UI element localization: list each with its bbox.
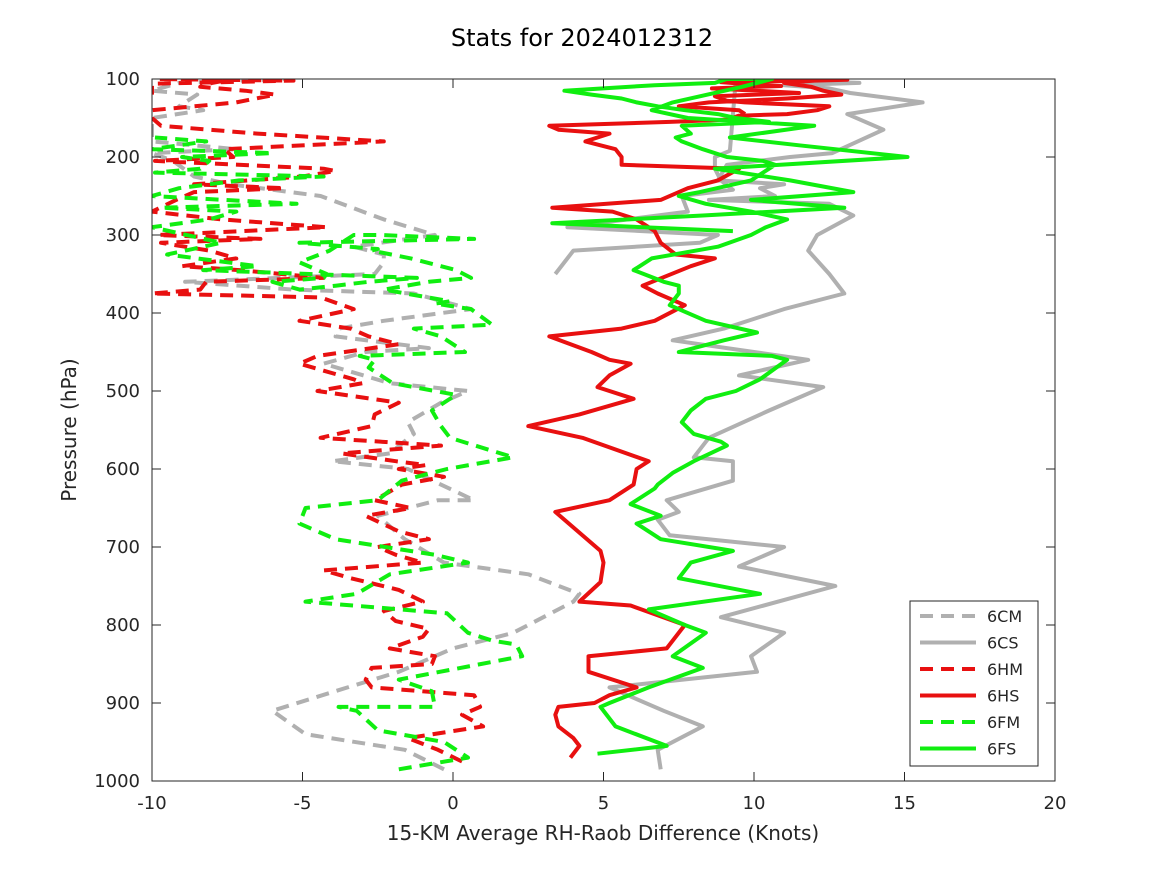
legend-label-6hs: 6HS	[987, 687, 1019, 706]
y-tick-label: 200	[106, 147, 140, 168]
plot-area	[152, 79, 925, 772]
series-line-6fs	[550, 79, 910, 756]
y-axis-label: Pressure (hPa)	[57, 358, 81, 501]
y-tick-label: 600	[106, 459, 140, 480]
series-line-6fm	[152, 135, 525, 772]
y-tick-label: 700	[106, 537, 140, 558]
x-axis-label: 15-KM Average RH-Raob Difference (Knots)	[387, 821, 819, 845]
series-line-6cs	[553, 79, 925, 770]
legend-label-6hm: 6HM	[987, 660, 1023, 679]
chart-title: Stats for 2024012312	[451, 24, 713, 52]
legend: 6CM 6CS 6HM 6HS 6FM 6FS	[909, 600, 1039, 767]
legend-box	[909, 600, 1039, 767]
y-tick-label: 800	[106, 615, 140, 636]
legend-label-6fs: 6FS	[987, 740, 1016, 759]
x-tick-label: -10	[137, 793, 166, 814]
x-tick-label: 10	[743, 793, 766, 814]
x-tick-label: 15	[893, 793, 916, 814]
legend-label-6fm: 6FM	[987, 713, 1020, 732]
series-line-6hm	[152, 79, 486, 764]
x-tick-label: 5	[598, 793, 609, 814]
series-group	[152, 79, 925, 772]
legend-label-6cs: 6CS	[987, 634, 1019, 653]
y-tick-label: 500	[106, 381, 140, 402]
axis-ticks: -10 -5 0 5 10 15 20 100 200 300 400 500 600 700 800 900…	[94, 69, 1066, 814]
legend-label-6cm: 6CM	[987, 607, 1022, 626]
x-tick-label: 20	[1044, 793, 1067, 814]
y-tick-label: 900	[106, 693, 140, 714]
y-tick-label: 1000	[94, 771, 140, 792]
y-tick-label: 400	[106, 303, 140, 324]
y-tick-label: 300	[106, 225, 140, 246]
y-tick-label: 100	[106, 69, 140, 90]
x-tick-label: -5	[294, 793, 312, 814]
x-tick-label: 0	[447, 793, 458, 814]
